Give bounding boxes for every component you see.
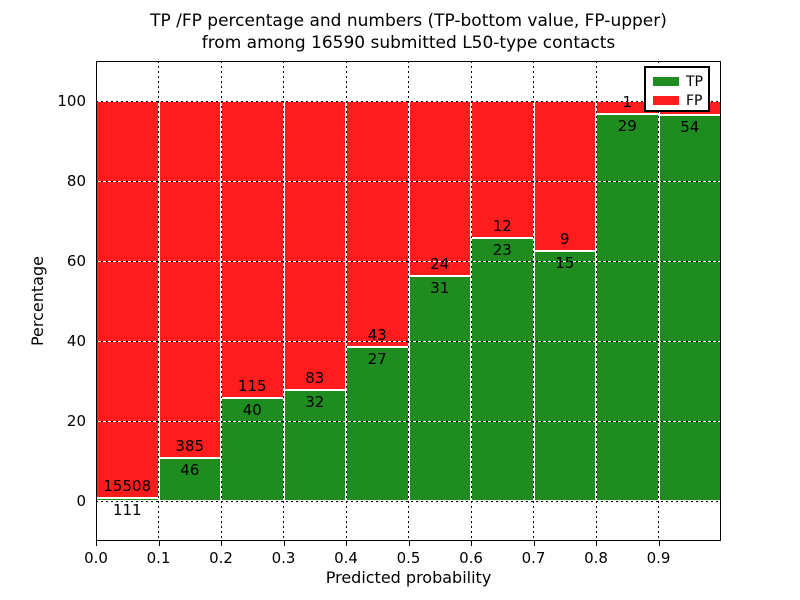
tp-count-label: 46 <box>180 461 200 480</box>
x-tick-label: 0.9 <box>646 549 671 567</box>
legend: TP FP <box>644 66 710 112</box>
x-tick-label: 0.5 <box>396 549 421 567</box>
x-tick-mark <box>283 541 285 546</box>
tp-count-label: 27 <box>367 349 387 368</box>
y-tick-label: 40 <box>66 332 86 350</box>
fp-count-label: 15508 <box>103 477 152 496</box>
legend-entry-fp: FP <box>646 91 708 110</box>
x-axis-label: Predicted probability <box>325 568 492 587</box>
chart-title-line-2: from among 16590 submitted L50-type cont… <box>201 33 616 53</box>
fp-count-label: 1 <box>622 93 633 112</box>
legend-entry-tp: TP <box>646 72 708 91</box>
tp-count-label: 111 <box>112 501 142 520</box>
x-tick-mark <box>533 541 535 546</box>
x-tick-mark <box>96 541 97 546</box>
tp-bar-segment <box>658 115 721 501</box>
v-gridline <box>220 61 222 541</box>
x-tick-label: 0.0 <box>84 549 108 567</box>
v-gridline <box>158 61 159 541</box>
tp-bar-segment <box>346 346 409 501</box>
y-axis-label: Percentage <box>28 256 47 347</box>
y-tick-label: 60 <box>66 252 86 270</box>
x-tick-mark <box>346 541 347 546</box>
fp-count-label: 12 <box>492 217 512 236</box>
fp-bar-segment <box>283 101 346 390</box>
y-tick-label: 0 <box>76 492 86 510</box>
plot-area: Percentage Predicted probability TP FP 1… <box>28 61 721 587</box>
fp-count-label: 115 <box>237 376 267 395</box>
tp-count-label: 40 <box>242 400 262 419</box>
x-tick-mark <box>596 541 597 546</box>
tp-bar-segment <box>471 238 534 501</box>
tp-count-label: 31 <box>430 278 450 297</box>
x-tick-mark <box>658 541 660 546</box>
y-tick-label: 100 <box>57 92 86 110</box>
fp-bar-segment <box>221 101 284 398</box>
v-gridline <box>533 61 534 541</box>
fp-legend-swatch <box>653 96 679 105</box>
v-gridline <box>470 61 472 541</box>
chart-title-line-1: TP /FP percentage and numbers (TP-bottom… <box>150 11 667 31</box>
tp-count-label: 23 <box>492 241 512 260</box>
tp-legend-swatch <box>653 77 679 86</box>
tp-bar-segment <box>408 275 471 501</box>
tp-bar-segment <box>158 458 221 501</box>
fp-count-label: 83 <box>305 368 325 387</box>
v-gridline <box>408 61 409 541</box>
x-tick-mark <box>221 541 222 546</box>
tp-count-label: 32 <box>305 392 325 411</box>
fp-count-label: 24 <box>430 254 450 273</box>
x-tick-label: 0.7 <box>521 549 546 567</box>
y-tick-label: 20 <box>66 412 86 430</box>
tp-count-label: 29 <box>617 117 637 136</box>
x-tick-label: 0.3 <box>271 549 296 567</box>
v-gridline <box>345 61 347 541</box>
fp-count-label: 385 <box>175 437 205 456</box>
x-tick-label: 0.8 <box>584 549 608 567</box>
tp-legend-label: TP <box>686 73 703 90</box>
chart-title: TP /FP percentage and numbers (TP-bottom… <box>96 10 721 54</box>
fp-count-label: 9 <box>559 230 570 248</box>
x-tick-mark <box>158 541 160 546</box>
v-gridline <box>658 61 659 541</box>
fp-bar-segment <box>96 101 159 499</box>
x-tick-label: 0.1 <box>146 549 171 567</box>
tp-bar-segment <box>533 251 596 501</box>
x-tick-mark <box>408 541 410 546</box>
x-tick-label: 0.2 <box>209 549 233 567</box>
fp-legend-label: FP <box>686 92 703 109</box>
tp-count-label: 54 <box>680 118 700 137</box>
x-tick-label: 0.4 <box>334 549 358 567</box>
fp-bar-segment <box>346 101 409 347</box>
v-gridline <box>595 61 597 541</box>
tp-bar-segment <box>596 114 659 501</box>
x-tick-label: 0.6 <box>459 549 483 567</box>
fp-count-label: 43 <box>367 325 387 344</box>
tp-count-label: 15 <box>555 254 575 272</box>
x-tick-mark <box>471 541 472 546</box>
y-tick-label: 80 <box>66 172 86 190</box>
v-gridline <box>283 61 284 541</box>
fp-bar-segment <box>533 101 596 251</box>
